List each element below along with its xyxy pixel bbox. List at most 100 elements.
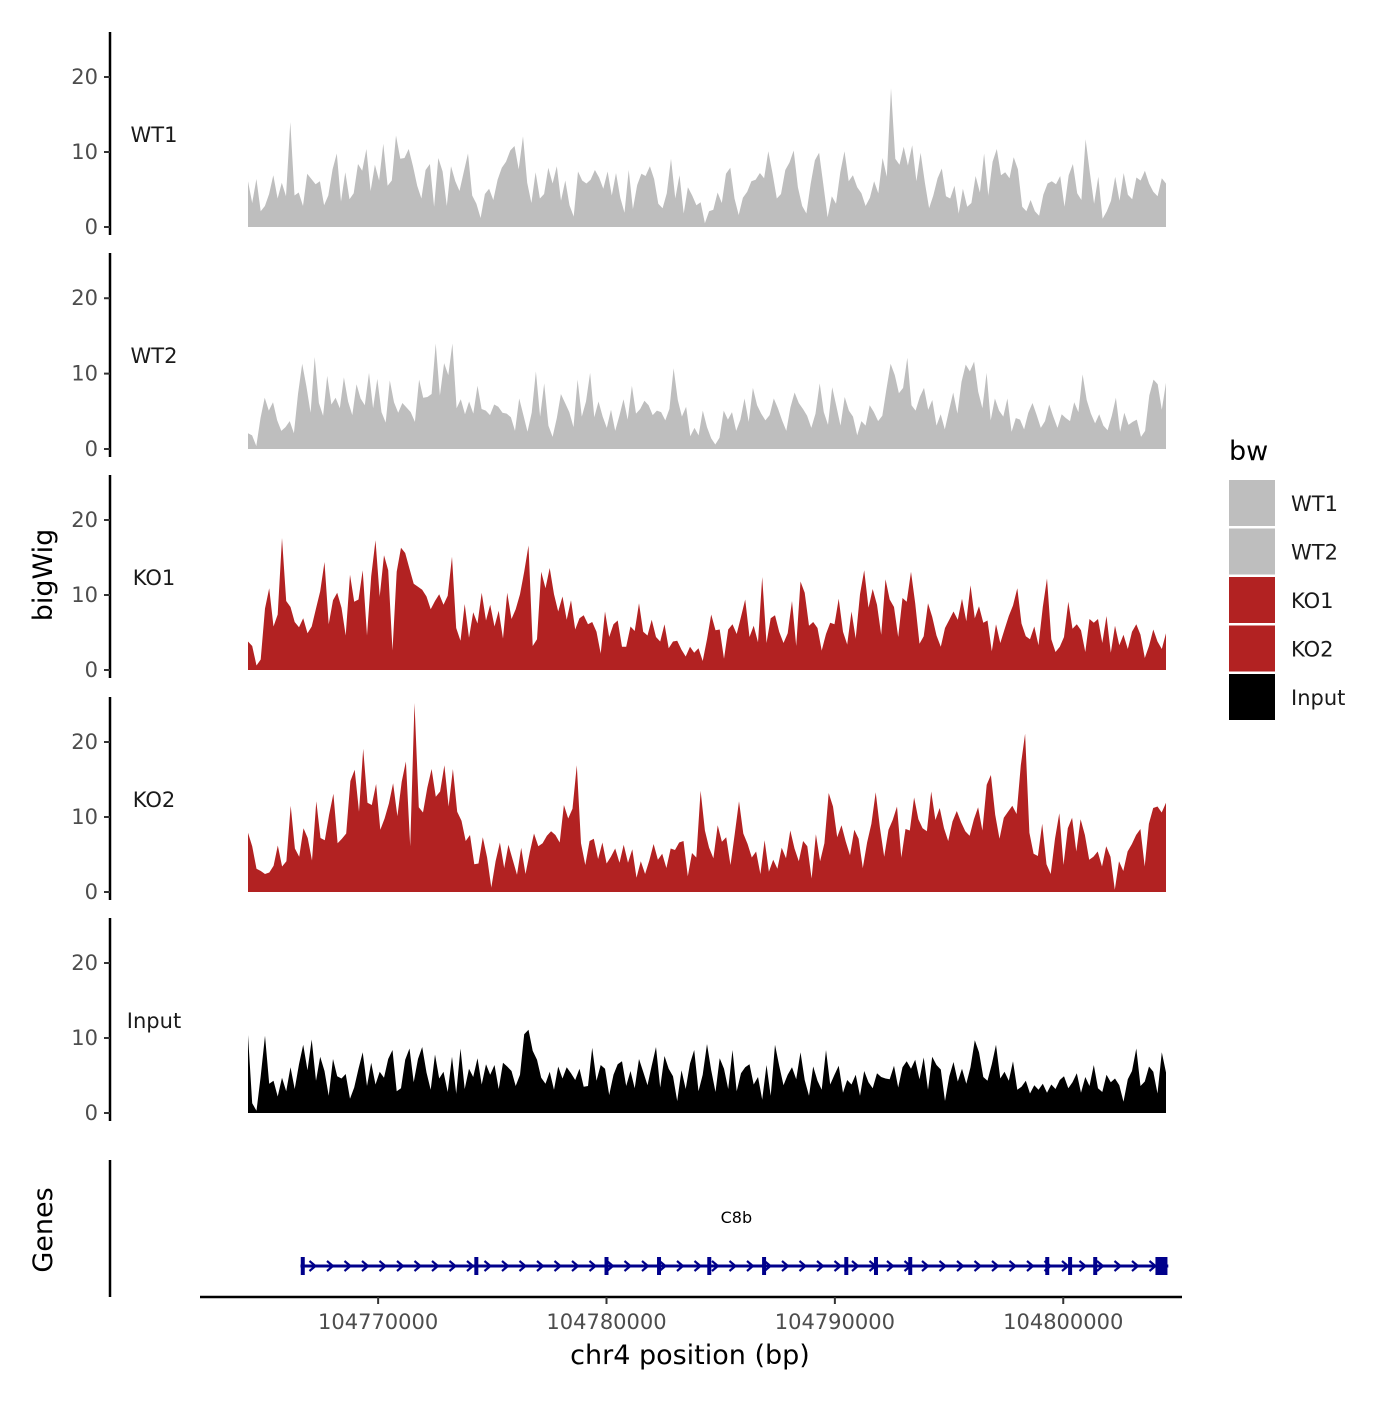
strand-arrow	[641, 1260, 650, 1272]
y-tick-label: 10	[71, 1026, 98, 1050]
strand-arrow	[588, 1260, 598, 1272]
track-wt1: 0 10 20 WT1	[71, 32, 1166, 239]
gene-track: C8b	[108, 1160, 1169, 1297]
legend-label-ko2: KO2	[1291, 638, 1334, 662]
strand-arrow	[728, 1260, 738, 1272]
signal-area-input	[248, 1029, 1166, 1113]
legend-label-ko1: KO1	[1291, 589, 1334, 613]
strand-arrow	[518, 1260, 528, 1272]
y-axis-title: bigWig	[28, 529, 59, 622]
genes-track-title: Genes	[28, 1187, 59, 1272]
strand-arrow	[763, 1260, 773, 1272]
signal-area-wt1	[248, 88, 1166, 227]
strand-arrow	[658, 1260, 668, 1272]
strand-arrow	[448, 1260, 458, 1272]
exon	[1093, 1257, 1098, 1275]
strand-arrow	[693, 1260, 703, 1272]
track-label: KO1	[133, 566, 176, 590]
strand-arrow	[466, 1260, 475, 1272]
x-tick-label: 104790000	[775, 1310, 895, 1334]
exon	[873, 1257, 878, 1275]
strand-arrow	[1078, 1260, 1088, 1272]
y-tick-label: 0	[85, 658, 98, 682]
strand-arrow	[378, 1260, 388, 1272]
strand-arrow	[343, 1260, 353, 1272]
x-tick-label: 104780000	[546, 1310, 666, 1334]
strand-arrow	[991, 1260, 1000, 1272]
strand-arrow	[956, 1260, 965, 1272]
signal-area-ko2	[248, 703, 1166, 892]
legend-swatch-ko2	[1229, 625, 1275, 672]
y-tick-label: 20	[71, 508, 98, 532]
strand-arrow	[571, 1260, 580, 1272]
strand-arrow	[746, 1260, 755, 1272]
track-label: WT1	[131, 123, 178, 147]
legend-label-wt2: WT2	[1291, 541, 1338, 565]
track-input: 0 10 20 Input	[71, 918, 1166, 1125]
exon	[1155, 1257, 1168, 1275]
y-tick-label: 10	[71, 583, 98, 607]
track-wt2: 0 10 20 WT2	[71, 253, 1166, 461]
x-tick-label: 104770000	[318, 1310, 438, 1334]
exon	[604, 1257, 609, 1275]
track-ko2: 0 10 20 KO2	[71, 697, 1166, 904]
x-tick-label: 104800000	[1003, 1310, 1123, 1334]
exon	[707, 1257, 712, 1275]
strand-arrow	[1008, 1260, 1018, 1272]
strand-arrow	[1131, 1260, 1140, 1272]
strand-arrow	[798, 1260, 808, 1272]
y-tick-label: 20	[71, 65, 98, 89]
track-label: KO2	[133, 788, 176, 812]
y-tick-label: 20	[71, 286, 98, 310]
exon	[1045, 1257, 1050, 1275]
x-axis-title: chr4 position (bp)	[570, 1340, 810, 1371]
exon	[844, 1257, 849, 1275]
strand-arrow	[833, 1260, 843, 1272]
y-tick-label: 0	[85, 1101, 98, 1125]
strand-arrow	[396, 1260, 405, 1272]
strand-arrow	[1026, 1260, 1035, 1272]
exon	[300, 1257, 305, 1275]
strand-arrow	[1096, 1260, 1105, 1272]
strand-arrow	[361, 1260, 370, 1272]
signal-area-wt2	[248, 343, 1166, 449]
strand-arrow	[676, 1260, 685, 1272]
legend-title: bw	[1229, 436, 1268, 467]
strand-arrow	[886, 1260, 895, 1272]
legend-swatch-ko1	[1229, 577, 1275, 623]
signal-area-ko1	[248, 538, 1166, 670]
strand-arrow	[973, 1260, 983, 1272]
strand-arrow	[413, 1260, 423, 1272]
strand-arrow	[781, 1260, 790, 1272]
legend-swatch-wt1	[1229, 480, 1275, 526]
strand-arrow	[536, 1260, 545, 1272]
strand-arrow	[326, 1260, 335, 1272]
strand-arrow	[606, 1260, 615, 1272]
strand-arrow	[553, 1260, 563, 1272]
strand-arrow	[483, 1260, 493, 1272]
y-tick-label: 20	[71, 730, 98, 754]
strand-arrow	[851, 1260, 860, 1272]
strand-arrow	[501, 1260, 510, 1272]
legend-label-input: Input	[1291, 686, 1345, 710]
strand-arrow	[308, 1260, 318, 1272]
track-ko1: 0 10 20 KO1	[71, 475, 1166, 682]
y-tick-label: 20	[71, 951, 98, 975]
strand-arrow	[623, 1260, 633, 1272]
y-tick-label: 0	[85, 215, 98, 239]
gene-c8b: C8b	[300, 1208, 1169, 1275]
y-tick-label: 0	[85, 437, 98, 461]
legend-swatch-input	[1229, 674, 1275, 720]
strand-arrow	[921, 1260, 930, 1272]
strand-arrow	[431, 1260, 440, 1272]
exon	[474, 1257, 479, 1275]
strand-arrow	[816, 1260, 825, 1272]
legend-swatch-wt2	[1229, 528, 1275, 575]
y-tick-label: 10	[71, 805, 98, 829]
strand-arrow	[938, 1260, 948, 1272]
exon	[657, 1257, 662, 1275]
track-label: WT2	[131, 344, 178, 368]
gene-name-label: C8b	[721, 1208, 753, 1227]
signal-tracks: 0 10 20 WT1 0 10 20 WT2 0 10 20 KO1 0 10 20 KO2 0 10 20 Inp…	[71, 32, 1166, 1125]
